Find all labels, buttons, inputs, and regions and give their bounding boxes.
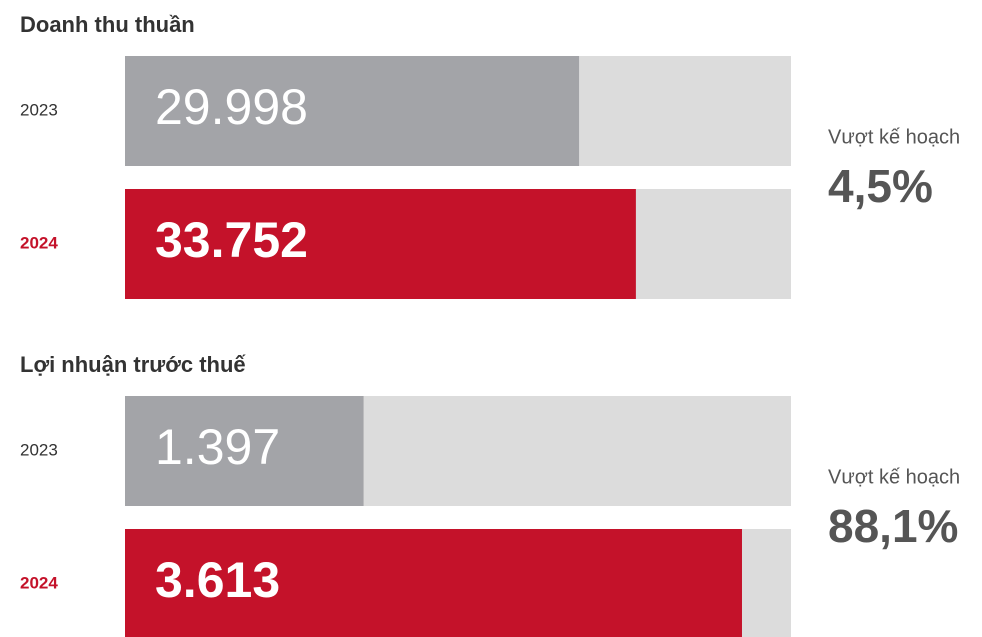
category-label: 2023 <box>20 100 58 119</box>
annotation-label: Vượt kế hoạch <box>828 466 960 488</box>
category-label: 2024 <box>20 573 58 592</box>
value-label: 29.998 <box>155 79 308 135</box>
chart-title: Lợi nhuận trước thuế <box>20 352 246 377</box>
value-label: 3.613 <box>155 552 280 608</box>
category-label: 2024 <box>20 233 58 252</box>
annotation-value: 4,5% <box>828 160 933 212</box>
value-label: 33.752 <box>155 212 308 268</box>
bar <box>125 189 636 299</box>
bar <box>125 529 742 637</box>
annotation-label: Vượt kế hoạch <box>828 126 960 148</box>
bar <box>125 56 580 166</box>
chart-title: Doanh thu thuần <box>20 12 195 37</box>
bar <box>125 396 364 506</box>
category-label: 2023 <box>20 440 58 459</box>
annotation-value: 88,1% <box>828 500 958 552</box>
value-label: 1.397 <box>155 419 280 475</box>
